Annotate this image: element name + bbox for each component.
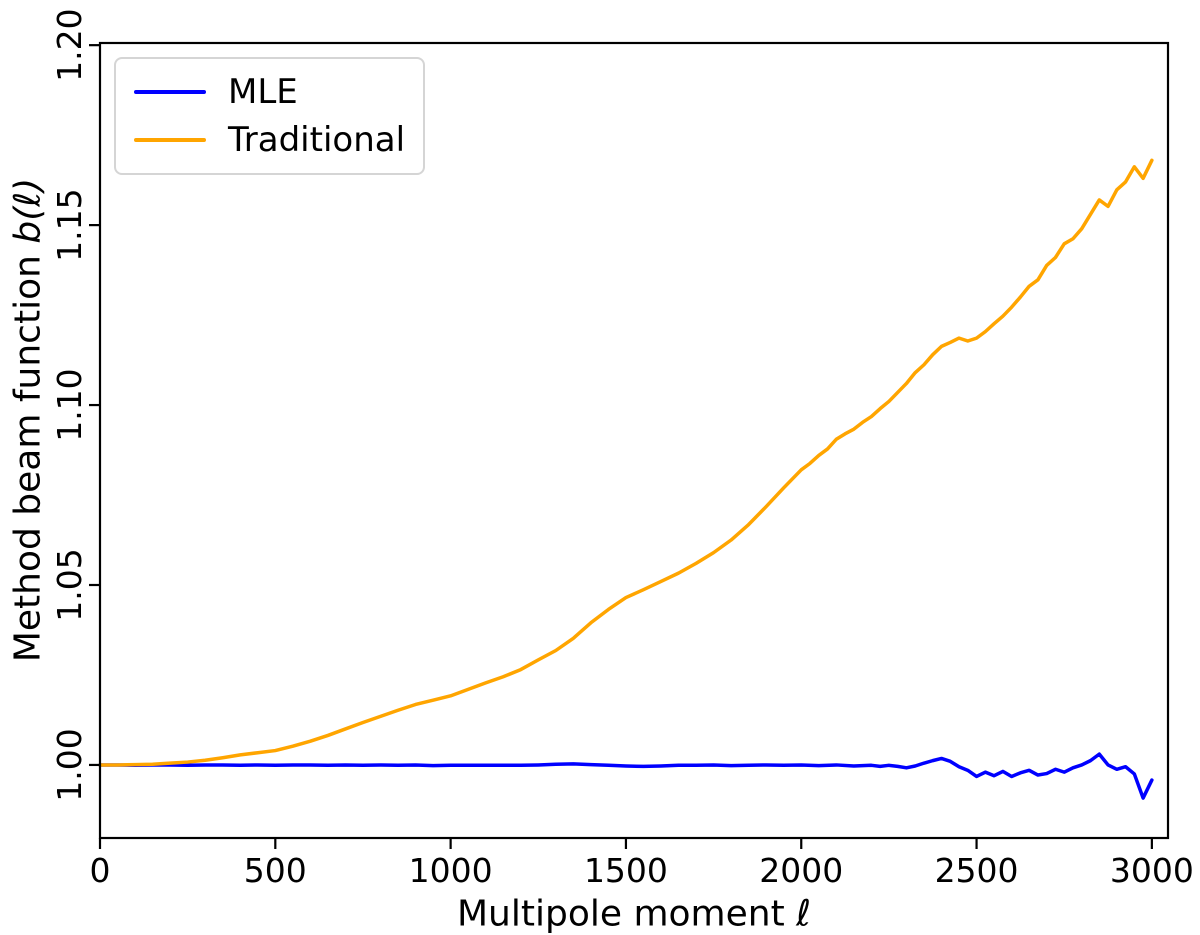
series-line-traditional [98,158,1154,767]
y-axis-label: Method beam function b(ℓ) [8,178,49,662]
x-tick-label: 2500 [935,851,1019,890]
y-tick-label: 1.00 [50,728,89,801]
y-tick-label: 1.15 [50,188,89,261]
x-tick-label: 3000 [1110,851,1194,890]
y-tick-label: 1.10 [50,368,89,441]
x-axis-label: Multipole moment ℓ [457,894,811,935]
x-tick-label: 500 [244,851,307,890]
legend-row-traditional: Traditional [134,121,405,159]
x-axis-label-text: Multipole moment [456,893,797,935]
legend-row-mle: MLE [134,73,405,111]
y-tick-label: 1.05 [50,548,89,621]
x-tick-label: 1000 [409,851,493,890]
legend: MLE Traditional [114,57,426,175]
series-line-mle [98,752,1154,800]
legend-line-swatch [134,90,206,94]
y-axis-label-text: Method beam function [7,243,49,663]
legend-label: Traditional [228,120,406,160]
x-tick-label: 2000 [759,851,843,890]
legend-line-swatch [134,138,206,142]
x-axis-label-math: ℓ [796,893,812,935]
x-tick-label: 1500 [584,851,668,890]
y-axis-label-math: b(ℓ) [7,177,49,244]
y-tick-label: 1.20 [50,8,89,81]
x-tick-label: 0 [90,851,111,890]
legend-label: MLE [228,72,298,112]
axes-frame [98,41,1170,840]
